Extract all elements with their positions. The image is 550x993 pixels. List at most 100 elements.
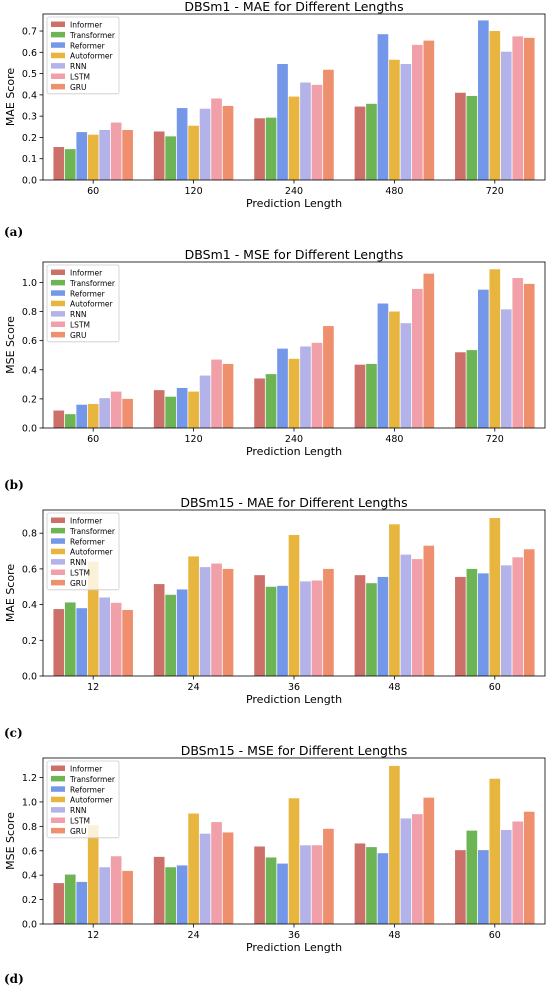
- bar-rnn-36: [300, 845, 311, 924]
- bar-autoformer-480: [389, 59, 400, 180]
- bar-autoformer-240: [288, 96, 300, 180]
- bar-transformer-480: [366, 103, 377, 180]
- x-tick-label: 24: [188, 682, 200, 693]
- bar-autoformer-36: [288, 534, 300, 676]
- x-tick-label: 240: [285, 186, 303, 197]
- chart-d: DBSm15 - MSE for Different Lengths 0.0 0.2…: [4, 744, 546, 954]
- y-tick-label: 0.6: [22, 48, 37, 59]
- x-tick-label: 36: [288, 930, 300, 941]
- bar-rnn-720: [500, 51, 512, 180]
- x-tick-label: 48: [388, 682, 400, 693]
- bar-lstm-36: [311, 580, 323, 676]
- legend-label-transformer: Transformer: [69, 279, 116, 288]
- legend-label-reformer: Reformer: [70, 537, 106, 546]
- x-tick-label: 48: [388, 930, 400, 941]
- y-tick-label: 0.1: [22, 154, 37, 165]
- bar-rnn-480: [400, 64, 412, 180]
- legend-label-autoformer: Autoformer: [70, 300, 114, 309]
- x-axis-label: Prediction Length: [246, 693, 342, 706]
- bar-autoformer-240: [288, 358, 300, 428]
- legend-label-reformer: Reformer: [70, 41, 106, 50]
- legend-label-autoformer: Autoformer: [70, 548, 114, 557]
- bar-lstm-720: [512, 36, 524, 180]
- bar-informer-60: [455, 850, 466, 924]
- legend-label-gru: GRU: [70, 827, 87, 836]
- bar-reformer-60: [76, 132, 88, 180]
- y-tick-label: 0.6: [22, 846, 37, 857]
- bar-reformer-120: [176, 387, 188, 428]
- legend-label-transformer: Transformer: [69, 31, 116, 40]
- bar-reformer-60: [477, 850, 489, 924]
- bar-reformer-720: [477, 289, 489, 428]
- legend-swatch-autoformer: [51, 300, 65, 307]
- bar-gru-480: [423, 273, 435, 428]
- bar-reformer-480: [377, 303, 389, 428]
- legend-label-rnn: RNN: [70, 806, 86, 815]
- bar-reformer-24: [176, 589, 188, 676]
- bar-informer-60: [455, 576, 466, 676]
- y-tick-label: 0.6: [22, 564, 37, 575]
- bar-autoformer-60: [489, 518, 501, 676]
- figure-panel-a: DBSm1 - MAE for Different Lengths 0.0 0.1 0…: [0, 0, 550, 248]
- bar-lstm-24: [211, 563, 222, 676]
- legend-label-gru: GRU: [70, 331, 87, 340]
- bar-gru-480: [423, 40, 435, 180]
- bar-informer-24: [153, 856, 165, 924]
- x-tick-label: 480: [385, 186, 403, 197]
- y-tick-label: 0.3: [22, 112, 37, 123]
- bar-reformer-60: [477, 573, 489, 676]
- bar-autoformer-12: [87, 561, 99, 676]
- bar-lstm-48: [412, 559, 423, 676]
- legend-swatch-transformer: [51, 31, 65, 38]
- bar-lstm-240: [311, 84, 323, 180]
- bar-lstm-480: [412, 288, 423, 428]
- legend-swatch-informer: [51, 21, 65, 27]
- y-tick-label: 0.0: [22, 424, 37, 435]
- bar-rnn-120: [199, 375, 211, 428]
- bar-informer-48: [354, 575, 366, 676]
- chart-c: DBSm15 - MAE for Different Lengths 0.0 0.2…: [4, 496, 546, 706]
- bar-autoformer-60: [87, 134, 99, 180]
- bar-transformer-24: [165, 594, 176, 676]
- bar-lstm-12: [110, 856, 122, 924]
- bar-lstm-36: [311, 845, 323, 924]
- panel-label-a: (a): [4, 225, 24, 239]
- bar-autoformer-48: [389, 765, 400, 924]
- legend-label-lstm: LSTM: [70, 569, 90, 578]
- bar-rnn-120: [199, 108, 211, 180]
- bar-gru-24: [222, 568, 234, 676]
- bar-rnn-60: [500, 830, 512, 924]
- bar-autoformer-60: [489, 778, 501, 924]
- y-tick-label: 0.7: [22, 27, 37, 38]
- y-tick-label: 0.4: [22, 365, 37, 376]
- bar-gru-36: [323, 568, 334, 676]
- bar-transformer-36: [265, 586, 277, 676]
- legend-swatch-reformer: [51, 786, 65, 792]
- bar-informer-60: [53, 410, 65, 428]
- legend-swatch-reformer: [51, 290, 65, 296]
- legend-label-reformer: Reformer: [70, 785, 106, 794]
- y-tick-label: 0.8: [22, 529, 37, 540]
- bar-reformer-36: [277, 863, 288, 924]
- y-tick-label: 0.6: [22, 336, 37, 347]
- panel-label-d: (d): [4, 972, 24, 986]
- bar-gru-12: [122, 609, 133, 676]
- bar-gru-120: [222, 105, 234, 180]
- bar-rnn-720: [500, 309, 512, 428]
- legend-label-lstm: LSTM: [70, 321, 90, 330]
- legend-swatch-informer: [51, 765, 65, 771]
- x-tick-label: 720: [486, 186, 504, 197]
- y-tick-label: 0.5: [22, 69, 37, 80]
- legend-label-gru: GRU: [70, 83, 87, 92]
- bar-reformer-60: [76, 404, 88, 428]
- y-tick-label: 1.2: [22, 773, 37, 784]
- bar-gru-240: [323, 326, 334, 428]
- bar-lstm-240: [311, 342, 323, 428]
- x-tick-label: 12: [87, 682, 99, 693]
- bar-autoformer-24: [188, 813, 199, 924]
- x-tick-label: 240: [285, 434, 303, 445]
- legend-swatch-autoformer: [51, 52, 65, 59]
- bar-autoformer-12: [87, 825, 99, 924]
- figure-panel-c: DBSm15 - MAE for Different Lengths 0.0 0.2…: [0, 496, 550, 744]
